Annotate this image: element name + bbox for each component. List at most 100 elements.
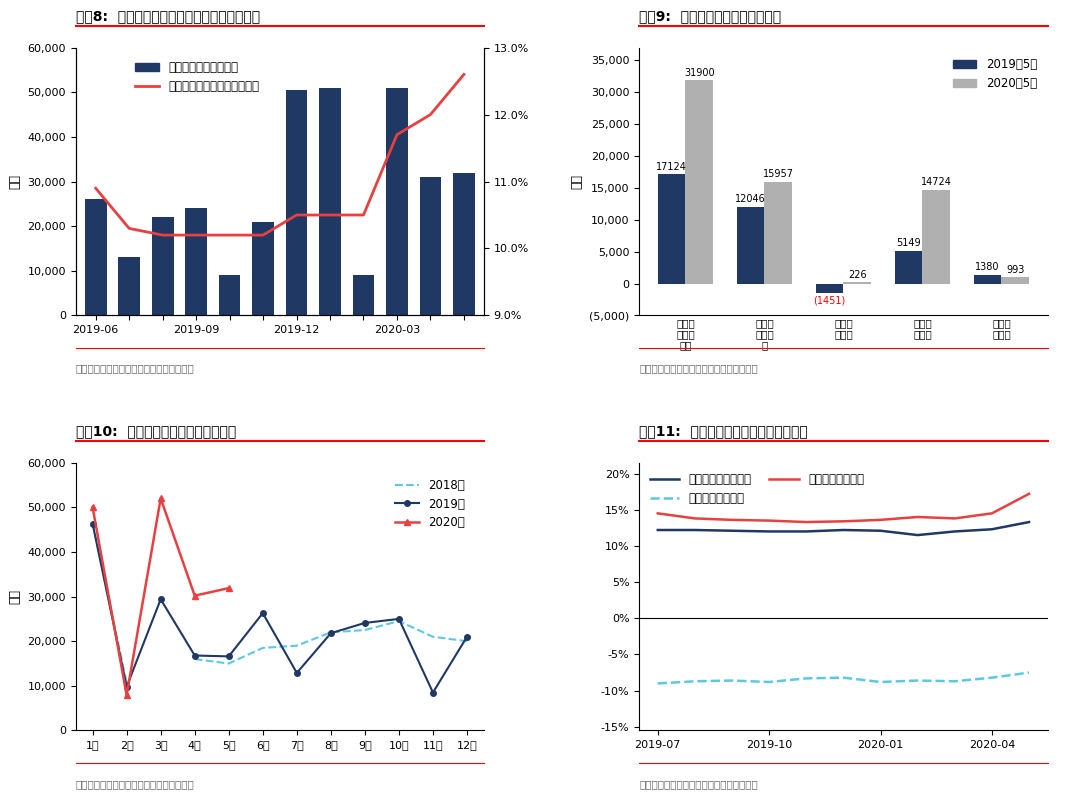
Bar xyxy=(974,275,1001,283)
2020年 xyxy=(154,494,167,503)
Text: 资料来源：中国人民銀行，华泰证券研究所: 资料来源：中国人民銀行，华泰证券研究所 xyxy=(76,779,194,788)
Text: 图袆8:  社会融资规模单月新增及余额同比增速: 图袆8: 社会融资规模单月新增及余额同比增速 xyxy=(76,9,259,23)
Line: 本外币贷款同比增速: 本外币贷款同比增速 xyxy=(658,522,1029,535)
本外币贷款同比增速 xyxy=(1023,517,1036,526)
表外融资同比增速 xyxy=(726,676,739,685)
本外币贷款同比增速 xyxy=(651,526,664,535)
直接融资同比增速 xyxy=(948,514,961,523)
本外币贷款同比增速 xyxy=(912,530,924,540)
Y-axis label: 亿元: 亿元 xyxy=(9,174,22,189)
Bar xyxy=(658,175,686,283)
Bar xyxy=(894,251,922,283)
Bar xyxy=(219,276,241,315)
本外币贷款同比增速 xyxy=(874,526,887,535)
表外融资同比增速 xyxy=(985,673,998,682)
Text: 1380: 1380 xyxy=(975,262,1000,272)
Text: 图蠈11:  贷款、表外、直接融资同比增速: 图蠈11: 贷款、表外、直接融资同比增速 xyxy=(639,424,808,438)
2019年 xyxy=(427,688,440,697)
直接融资同比增速 xyxy=(912,512,924,522)
Bar xyxy=(386,88,408,315)
2018年 xyxy=(120,678,133,688)
表外融资同比增速 xyxy=(837,673,850,682)
Bar xyxy=(152,218,174,315)
2020年 xyxy=(188,591,201,600)
Bar xyxy=(765,182,792,283)
2019年 xyxy=(392,614,405,623)
2019年 xyxy=(86,519,99,529)
2019年 xyxy=(256,608,269,618)
Text: (1451): (1451) xyxy=(813,296,846,306)
表外融资同比增速 xyxy=(912,676,924,685)
Bar xyxy=(922,190,950,283)
Line: 2020年: 2020年 xyxy=(90,495,232,699)
Y-axis label: 亿元: 亿元 xyxy=(9,589,22,604)
Legend: 2019年5月, 2020年5月: 2019年5月, 2020年5月 xyxy=(948,53,1042,95)
Legend: 2018年, 2019年, 2020年: 2018年, 2019年, 2020年 xyxy=(391,474,470,534)
表外融资同比增速 xyxy=(948,676,961,686)
直接融资同比增速 xyxy=(837,517,850,526)
2020年 xyxy=(222,584,235,593)
2019年 xyxy=(291,668,303,677)
Line: 直接融资同比增速: 直接融资同比增速 xyxy=(658,494,1029,522)
表外融资同比增速 xyxy=(762,677,775,687)
直接融资同比增速 xyxy=(688,514,701,523)
Text: 资料来源：中国人民銀行，华泰证券研究所: 资料来源：中国人民銀行，华泰证券研究所 xyxy=(639,779,758,788)
2019年 xyxy=(460,632,473,642)
直接融资同比增速 xyxy=(985,509,998,518)
直接融资同比增速 xyxy=(762,516,775,526)
Bar xyxy=(186,208,207,315)
2019年 xyxy=(120,682,133,692)
2019年 xyxy=(154,595,167,604)
Text: 15957: 15957 xyxy=(762,169,794,179)
Line: 2018年: 2018年 xyxy=(93,523,126,683)
2018年 xyxy=(86,518,99,528)
Bar xyxy=(253,222,274,315)
Bar xyxy=(815,283,843,293)
Text: 226: 226 xyxy=(848,269,866,279)
Bar xyxy=(453,172,475,315)
本外币贷款同比增速 xyxy=(800,526,813,536)
Text: 资料来源：中国人民銀行，华泰证券研究所: 资料来源：中国人民銀行，华泰证券研究所 xyxy=(76,364,194,374)
Bar xyxy=(285,90,308,315)
Text: 图蠈10:  各年度当月新增社会融资规模: 图蠈10: 各年度当月新增社会融资规模 xyxy=(76,424,235,438)
2019年 xyxy=(359,619,372,628)
直接融资同比增速 xyxy=(800,517,813,526)
Text: 12046: 12046 xyxy=(735,195,766,204)
表外融资同比增速 xyxy=(1023,668,1036,677)
直接融资同比增速 xyxy=(651,509,664,518)
表外融资同比增速 xyxy=(688,676,701,686)
Bar xyxy=(1001,277,1029,283)
表外融资同比增速 xyxy=(800,673,813,683)
直接融资同比增速 xyxy=(726,515,739,525)
2019年 xyxy=(222,652,235,661)
直接融资同比增速 xyxy=(1023,489,1036,499)
本外币贷款同比增速 xyxy=(726,526,739,535)
Bar xyxy=(419,177,442,315)
Text: 993: 993 xyxy=(1007,264,1025,275)
Text: 31900: 31900 xyxy=(684,67,715,78)
Bar xyxy=(686,80,713,283)
本外币贷款同比增速 xyxy=(688,526,701,535)
Text: 14724: 14724 xyxy=(921,177,951,187)
本外币贷款同比增速 xyxy=(762,526,775,536)
Bar xyxy=(737,206,765,283)
Bar xyxy=(119,257,140,315)
Bar xyxy=(85,199,107,315)
Text: 资料来源：中国人民銀行，华泰证券研究所: 资料来源：中国人民銀行，华泰证券研究所 xyxy=(639,364,758,374)
表外融资同比增速 xyxy=(651,679,664,688)
2019年 xyxy=(324,628,337,638)
本外币贷款同比增速 xyxy=(985,525,998,534)
Bar xyxy=(319,88,341,315)
Text: 图袆9:  当月新增社会融资规模结构: 图袆9: 当月新增社会融资规模结构 xyxy=(639,9,781,23)
Text: 17124: 17124 xyxy=(657,162,687,172)
直接融资同比增速 xyxy=(874,515,887,525)
Text: 5149: 5149 xyxy=(896,238,921,249)
2019年 xyxy=(188,651,201,661)
本外币贷款同比增速 xyxy=(948,526,961,536)
Y-axis label: 亿元: 亿元 xyxy=(570,174,583,189)
Legend: 本外币贷款同比增速, 表外融资同比增速, 直接融资同比增速: 本外币贷款同比增速, 表外融资同比增速, 直接融资同比增速 xyxy=(645,468,869,510)
2020年 xyxy=(86,503,99,512)
Line: 表外融资同比增速: 表外融资同比增速 xyxy=(658,673,1029,684)
Bar xyxy=(843,282,872,283)
表外融资同比增速 xyxy=(874,677,887,687)
